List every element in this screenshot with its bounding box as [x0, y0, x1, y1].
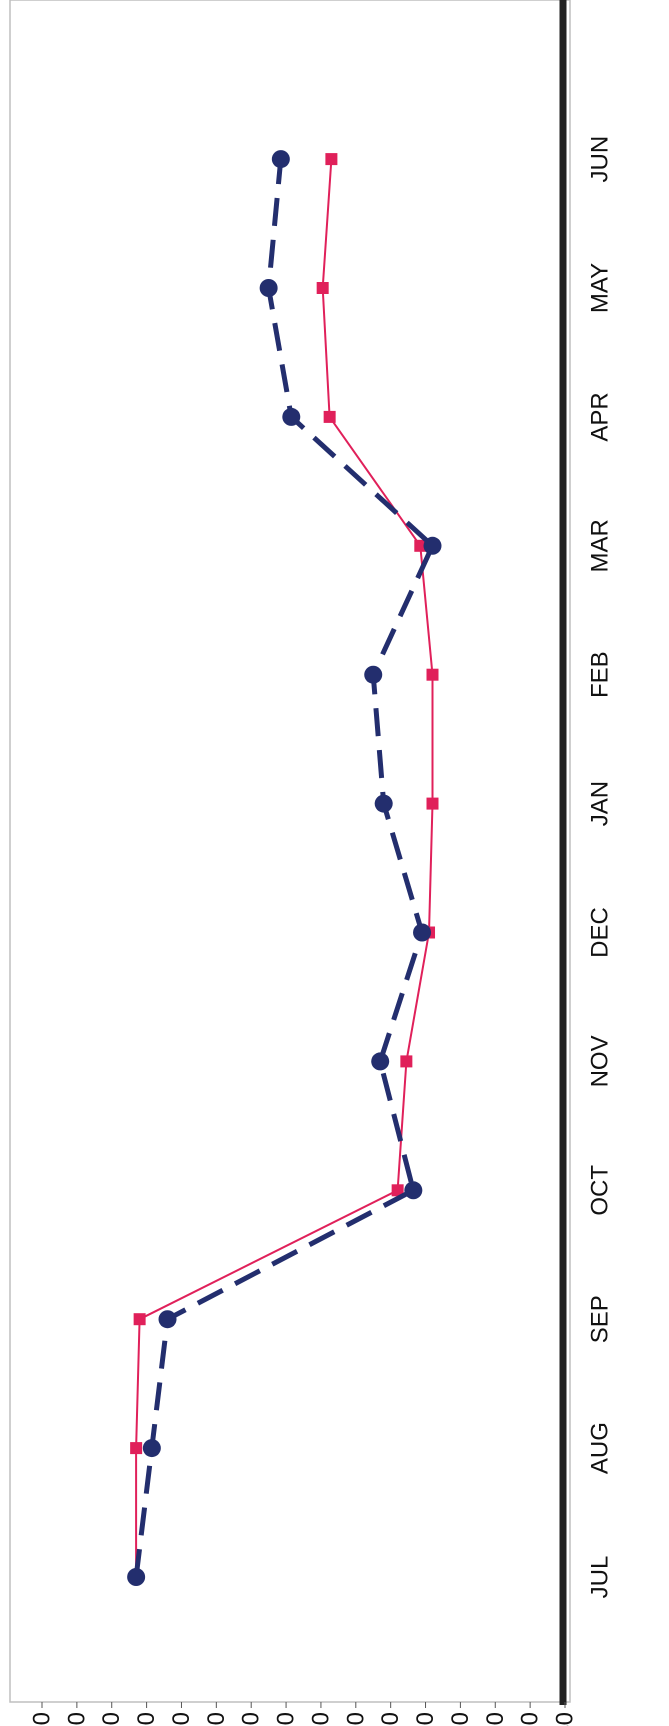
y-tick-label: $220 [168, 1712, 195, 1726]
data-point-square [426, 668, 439, 681]
y-tick-label: $260 [98, 1712, 125, 1726]
data-point-circle [282, 407, 301, 426]
plot-area [9, 0, 571, 1703]
x-tick-label: APR [587, 392, 614, 441]
x-tick-label: DEC [587, 907, 614, 958]
data-point-square [325, 153, 338, 166]
data-point-circle [127, 1568, 146, 1586]
y-tick-label: $160 [273, 1712, 300, 1726]
data-point-square [316, 282, 329, 294]
data-point-square [391, 1184, 404, 1197]
value-axis-ticks: $0 $20 $40 $60 $80 $100 $120 $140 $160 $180 $200 $2… [29, 1702, 579, 1726]
y-tick-label: $100 [377, 1712, 404, 1726]
y-tick-label: $180 [238, 1712, 265, 1726]
x-tick-label: JAN [587, 781, 614, 826]
data-point-circle [374, 794, 393, 813]
y-tick-label: $240 [133, 1712, 160, 1726]
data-point-circle [364, 665, 383, 684]
y-tick-label: $60 [447, 1712, 474, 1726]
x-tick-label: NOV [587, 1035, 614, 1087]
y-tick-label: $120 [342, 1712, 369, 1726]
x-tick-label: OCT [587, 1165, 614, 1216]
y-tick-label: $280 [63, 1712, 90, 1726]
series-line-solid [135, 159, 434, 1577]
y-tick-label: $300 [29, 1712, 56, 1726]
x-tick-label: JUL [587, 1556, 614, 1599]
x-tick-label: MAR [587, 519, 614, 572]
data-point-square [414, 539, 427, 552]
series-layer [127, 150, 442, 1586]
data-point-square [426, 797, 439, 810]
y-tick-label: $140 [307, 1712, 334, 1726]
data-point-circle [423, 536, 442, 555]
data-point-square [323, 410, 336, 423]
data-point-circle [259, 279, 278, 297]
y-tick-label: $0 [552, 1712, 579, 1726]
y-tick-label: $40 [482, 1712, 509, 1726]
data-point-square [400, 1055, 413, 1068]
y-tick-label: $200 [203, 1712, 230, 1726]
data-point-circle [404, 1181, 423, 1200]
y-tick-label: $20 [517, 1712, 544, 1726]
x-tick-label: JUN [587, 136, 614, 183]
data-point-circle [413, 923, 432, 942]
data-point-circle [158, 1310, 177, 1329]
data-point-square [133, 1313, 146, 1326]
data-point-square [130, 1442, 143, 1455]
data-point-circle [371, 1052, 390, 1071]
x-tick-label: SEP [587, 1295, 614, 1343]
y-tick-label: $80 [412, 1712, 439, 1726]
x-tick-label: FEB [587, 651, 614, 698]
x-tick-label: AUG [587, 1422, 614, 1474]
x-tick-label: MAY [587, 263, 614, 313]
data-point-circle [271, 150, 290, 169]
data-point-circle [142, 1439, 161, 1458]
category-axis-ticks: JUL AUG SEP OCT NOV DEC JAN FEB MAR APR MAY JUN [587, 136, 614, 1599]
